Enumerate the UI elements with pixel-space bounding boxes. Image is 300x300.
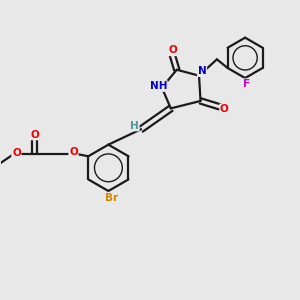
Text: O: O [220, 104, 229, 114]
Text: O: O [169, 45, 177, 56]
Text: O: O [69, 147, 78, 158]
Text: F: F [243, 79, 250, 89]
Text: N: N [198, 66, 206, 76]
Text: NH: NH [150, 81, 167, 91]
Text: O: O [30, 130, 39, 140]
Text: H: H [130, 121, 139, 130]
Text: Br: Br [105, 193, 119, 202]
Text: O: O [12, 148, 21, 158]
